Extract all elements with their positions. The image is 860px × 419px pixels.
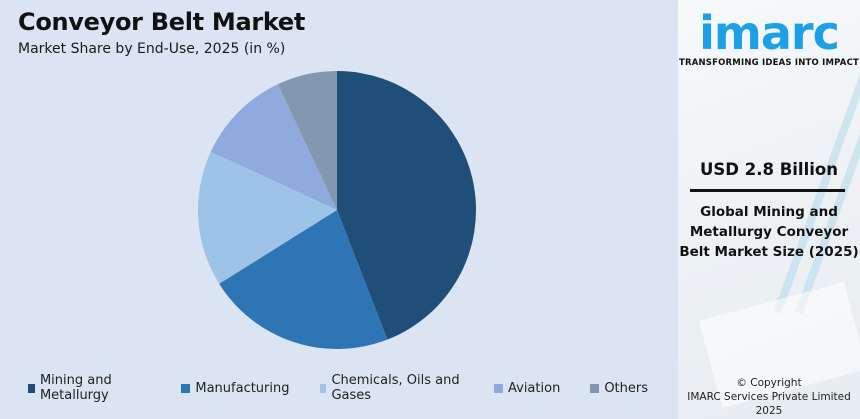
pie-chart — [198, 71, 477, 350]
logo-wordmark: imarc — [699, 6, 840, 60]
pie-slice-others — [277, 71, 337, 210]
market-description: Global Mining and Metallurgy Conveyor Be… — [679, 204, 859, 260]
legend: Mining and Metallurgy Manufacturing Chemic… — [28, 373, 678, 403]
legend-label: Mining and Metallurgy — [39, 373, 112, 403]
legend-label: Others — [604, 380, 648, 396]
chart-panel: Conveyor Belt Market Market Share by End… — [0, 0, 678, 419]
legend-item: Mining and Metallurgy — [28, 373, 151, 403]
pie-slice-mining-and-metallurgy — [337, 71, 477, 340]
chart-title: Conveyor Belt Market — [18, 8, 306, 36]
legend-label: Manufacturing — [195, 380, 290, 396]
market-value: USD 2.8 Billion — [700, 160, 838, 179]
legend-label: Aviation — [508, 380, 561, 396]
legend-item: Manufacturing — [181, 380, 290, 396]
legend-swatch-icon — [494, 383, 503, 393]
legend-label: Chemicals, Oils and Gases — [331, 373, 460, 403]
divider — [690, 189, 845, 192]
chart-subtitle: Market Share by End-Use, 2025 (in %) — [18, 41, 286, 57]
pie-slice-aviation — [210, 84, 337, 210]
pie-slice-chemicals-oils-and-gases — [198, 151, 337, 284]
legend-swatch-icon — [590, 383, 600, 393]
legend-item: Chemicals, Oils and Gases — [319, 373, 465, 403]
copyright-line-2: IMARC Services Private Limited 2025 — [687, 391, 851, 417]
legend-item: Aviation — [494, 381, 560, 396]
legend-swatch-icon — [28, 383, 35, 393]
imarc-logo: imarc TRANSFORMING IDEAS INTO IMPACT — [678, 8, 860, 68]
copyright: © Copyright IMARC Services Private Limit… — [678, 376, 860, 418]
legend-swatch-icon — [319, 383, 327, 393]
legend-item: Others — [590, 381, 648, 396]
info-panel: imarc TRANSFORMING IDEAS INTO IMPACT USD… — [678, 0, 860, 419]
copyright-line-1: © Copyright — [736, 377, 802, 389]
pie-slice-manufacturing — [219, 210, 388, 350]
legend-swatch-icon — [181, 383, 191, 393]
logo-tagline: TRANSFORMING IDEAS INTO IMPACT — [678, 58, 860, 68]
